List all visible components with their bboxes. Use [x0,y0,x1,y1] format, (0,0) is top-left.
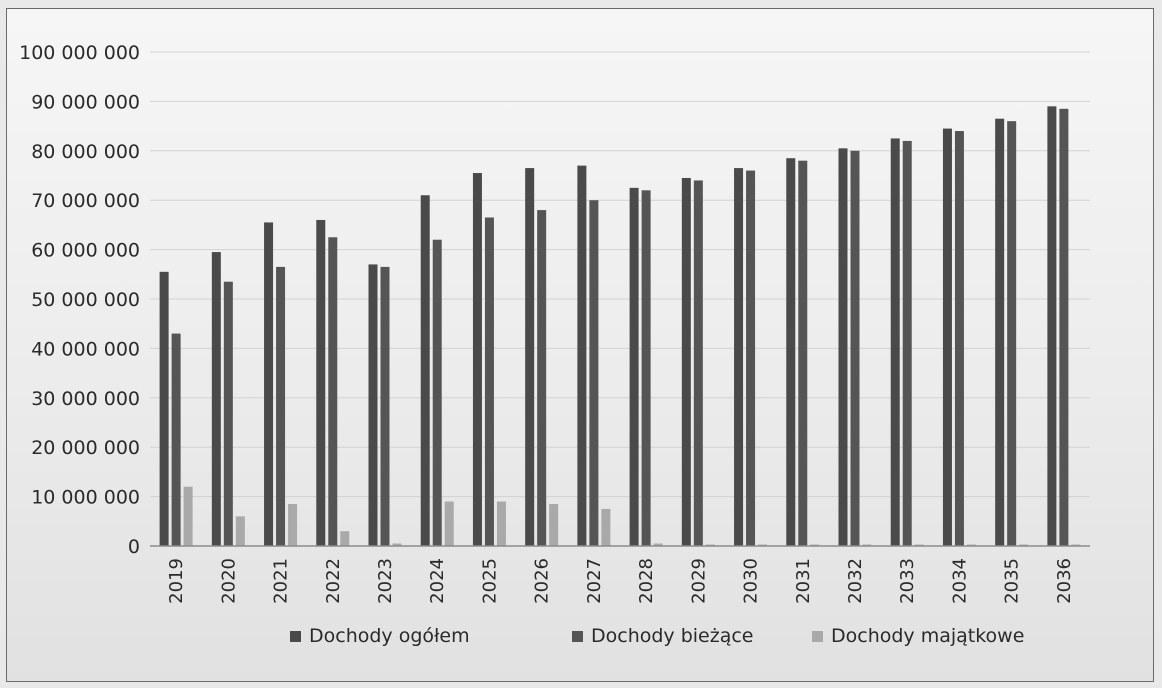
bar-2023-series-0 [369,264,378,546]
bar-2025-series-1 [485,217,494,546]
bar-2033-series-0 [891,138,900,546]
y-tick-label: 80 000 000 [31,141,140,163]
y-tick-label: 0 [128,536,140,558]
legend-swatch-0 [290,631,301,642]
x-tick-label: 2023 [375,558,396,604]
bar-2030-series-1 [746,171,755,546]
x-tick-label: 2026 [532,558,553,604]
bar-2036-series-1 [1059,109,1068,546]
y-tick-label: 40 000 000 [31,338,140,360]
bar-2024-series-2 [445,502,454,546]
bar-2027-series-2 [601,509,610,546]
bar-2035-series-0 [995,119,1004,546]
bar-2026-series-1 [537,210,546,546]
legend-label-1: Dochody bieżące [591,625,754,647]
y-tick-label: 90 000 000 [31,91,140,113]
bar-2031-series-1 [798,161,807,546]
x-axis-ticks: 2019 2020 2021 2022 2023 2024 2025 2026 2027 2028… [166,558,1075,604]
bar-2020-series-0 [212,252,221,546]
bar-2035-series-1 [1007,121,1016,546]
bar-2029-series-1 [694,180,703,546]
bar-2021-series-2 [288,504,297,546]
x-tick-label: 2035 [1002,558,1023,604]
bar-2033-series-1 [903,141,912,546]
bar-2028-series-1 [642,190,651,546]
x-tick-label: 2029 [688,558,709,604]
bar-2032-series-1 [851,151,860,546]
bar-2034-series-0 [943,129,952,546]
x-tick-label: 2027 [584,558,605,604]
y-tick-label: 20 000 000 [31,437,140,459]
x-tick-label: 2024 [427,558,448,604]
y-tick-label: 60 000 000 [31,240,140,262]
legend-label-0: Dochody ogółem [309,625,470,647]
bar-2021-series-1 [276,267,285,546]
bar-2019-series-2 [184,487,193,546]
bar-2023-series-1 [381,267,390,546]
legend: Dochody ogółem Dochody bieżące Dochody maj… [290,625,1024,647]
bar-2025-series-2 [497,502,506,546]
legend-swatch-1 [572,631,583,642]
bar-2022-series-2 [340,531,349,546]
x-tick-label: 2036 [1054,558,1075,604]
x-tick-label: 2022 [323,558,344,604]
x-tick-label: 2034 [949,558,970,604]
bar-2026-series-0 [525,168,534,546]
x-tick-label: 2030 [741,558,762,604]
bar-2031-series-0 [786,158,795,546]
y-tick-label: 70 000 000 [31,190,140,212]
x-tick-label: 2033 [897,558,918,604]
bar-2025-series-0 [473,173,482,546]
y-tick-label: 100 000 000 [19,42,140,64]
x-tick-label: 2032 [845,558,866,604]
bar-2022-series-1 [328,237,337,546]
bar-2019-series-0 [160,272,169,546]
bar-2032-series-0 [839,148,848,546]
bar-2034-series-1 [955,131,964,546]
x-tick-label: 2021 [271,558,292,604]
bar-2027-series-0 [577,166,586,546]
bars [160,106,1081,546]
bar-2022-series-0 [316,220,325,546]
x-tick-label: 2020 [218,558,239,604]
bar-2020-series-2 [236,516,245,546]
bar-2029-series-0 [682,178,691,546]
legend-swatch-2 [812,631,823,642]
x-tick-label: 2028 [636,558,657,604]
legend-label-2: Dochody majątkowe [831,625,1024,647]
y-tick-label: 30 000 000 [31,388,140,410]
bar-2024-series-0 [421,195,430,546]
bar-2026-series-2 [549,504,558,546]
bar-2020-series-1 [224,282,233,546]
bar-2027-series-1 [589,200,598,546]
x-tick-label: 2019 [166,558,187,604]
bar-2036-series-0 [1047,106,1056,546]
bar-2030-series-0 [734,168,743,546]
bar-2019-series-1 [172,334,181,546]
bar-2021-series-0 [264,222,273,546]
y-axis-ticks: 0 10 000 000 20 000 000 30 000 000 40 000 00… [19,42,140,558]
x-tick-label: 2031 [793,558,814,604]
bar-2024-series-1 [433,240,442,546]
x-tick-label: 2025 [479,558,500,604]
y-tick-label: 50 000 000 [31,289,140,311]
y-tick-label: 10 000 000 [31,487,140,509]
bar-2028-series-0 [630,188,639,546]
